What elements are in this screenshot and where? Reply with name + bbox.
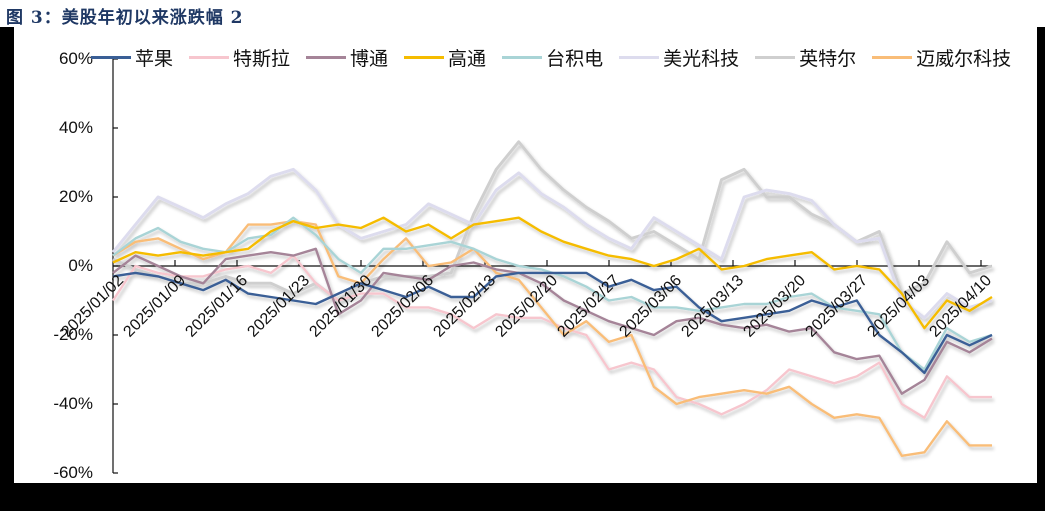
legend-item: 苹果 <box>91 44 173 71</box>
y-tick-label: -40% <box>53 394 93 413</box>
title-bar: 图 3：美股年初以来涨跌幅 2 <box>0 0 1045 28</box>
series-line <box>112 247 993 395</box>
chart-frame <box>14 27 1037 483</box>
legend-line-icon <box>619 56 660 59</box>
series-line <box>111 167 993 320</box>
x-axis <box>113 260 992 267</box>
y-tick-label: 20% <box>58 187 93 206</box>
legend-line-icon <box>755 56 796 59</box>
legend-line-icon <box>404 56 445 59</box>
legend-line-icon <box>189 56 230 59</box>
legend-item: 英特尔 <box>755 44 856 71</box>
legend-line-icon <box>91 56 131 59</box>
series-lines <box>111 140 993 457</box>
legend-item: 特斯拉 <box>189 44 290 71</box>
y-tick-label: -20% <box>53 325 93 344</box>
legend-item: 博通 <box>306 44 388 71</box>
legend-label: 博通 <box>350 48 389 70</box>
legend-label: 高通 <box>448 48 487 70</box>
y-tick-label: 40% <box>58 118 93 137</box>
legend-item: 高通 <box>404 44 486 71</box>
legend-label: 迈威尔科技 <box>916 48 1012 70</box>
legend-label: 英特尔 <box>799 48 857 70</box>
series-line <box>112 216 993 330</box>
legend-item: 迈威尔科技 <box>872 44 1011 71</box>
y-tick-label: 0% <box>68 256 93 275</box>
legend-item: 美光科技 <box>619 44 739 71</box>
legend-label: 台积电 <box>546 48 604 70</box>
figure-title: 图 3：美股年初以来涨跌幅 2 <box>6 8 244 28</box>
series-line <box>112 219 992 457</box>
y-tick-label: 60% <box>58 49 93 68</box>
legend-label: 苹果 <box>135 48 174 70</box>
legend-line-icon <box>872 56 913 59</box>
legend-line-icon <box>502 56 543 59</box>
y-tick-label: -60% <box>53 463 93 482</box>
legend-item: 台积电 <box>502 44 603 71</box>
legend-label: 特斯拉 <box>233 48 291 70</box>
legend: 苹果 特斯拉 博通 高通 台积电 美光科技 英特尔 迈威尔科技 <box>91 44 1027 71</box>
legend-label: 美光科技 <box>663 48 740 70</box>
series-line <box>112 271 993 375</box>
legend-line-icon <box>306 56 347 59</box>
